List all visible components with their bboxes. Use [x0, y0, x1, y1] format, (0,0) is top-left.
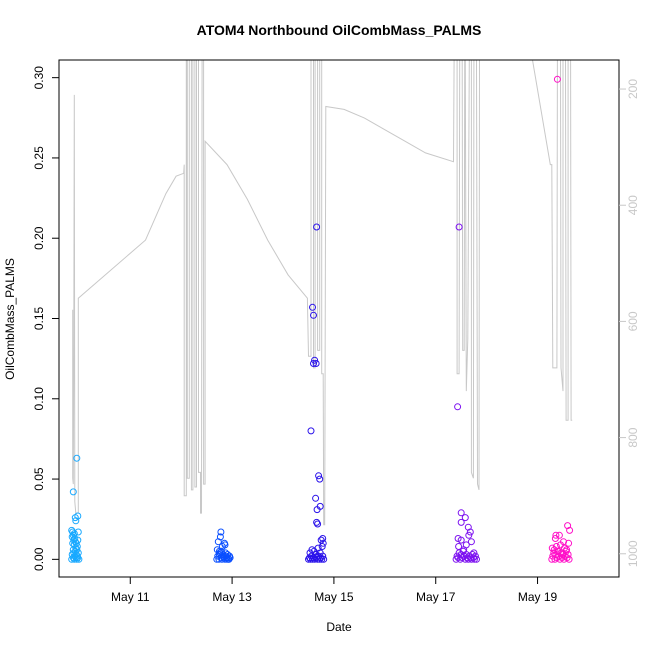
data-point: [225, 555, 232, 563]
data-point: [312, 551, 320, 558]
data-point: [465, 531, 473, 539]
data-point: [74, 512, 82, 520]
data-point: [310, 311, 317, 319]
data-point: [75, 555, 83, 563]
data-point: [319, 535, 327, 542]
data-point: [550, 549, 558, 557]
data-point: [310, 360, 317, 367]
data-point: [548, 544, 556, 552]
data-point: [313, 518, 321, 526]
data-point: [462, 541, 470, 549]
data-point: [455, 543, 463, 550]
chart-title: ATOM4 Northbound OilCombMass_PALMS: [197, 22, 482, 38]
data-point: [316, 475, 324, 483]
data-point: [73, 555, 81, 563]
data-point: [74, 528, 82, 536]
x-tick-label: May 11: [111, 590, 150, 604]
series-flight-3: [305, 223, 328, 563]
data-point: [217, 528, 225, 536]
data-point: [556, 555, 564, 563]
data-point: [318, 555, 326, 563]
secondary-trace-line: [72, 60, 573, 526]
y-tick-label: 0.05: [32, 467, 46, 491]
series-flight-1: [68, 454, 83, 563]
data-point: [312, 360, 320, 367]
data-point: [312, 494, 320, 502]
data-point: [473, 555, 480, 563]
data-point: [566, 526, 574, 534]
data-point: [554, 547, 562, 555]
data-point: [466, 528, 474, 536]
data-point: [461, 514, 469, 522]
data-point: [553, 75, 561, 83]
x-tick-label: May 19: [518, 590, 558, 604]
series-flight-4: [452, 223, 480, 563]
points-layer: [68, 75, 574, 563]
data-point: [70, 530, 78, 538]
y-axis-label: OilCombMass_PALMS: [3, 258, 17, 380]
data-point: [73, 454, 81, 462]
y-tick-label: 0.00: [32, 547, 46, 571]
data-point: [561, 544, 568, 552]
data-point: [307, 427, 315, 435]
data-point: [216, 533, 224, 541]
series-flight-2: [213, 528, 234, 563]
data-point: [316, 502, 324, 510]
data-point: [467, 538, 475, 546]
y-tick-label: 0.10: [32, 387, 46, 411]
x-tick-label: May 17: [416, 590, 456, 604]
data-point: [315, 472, 323, 480]
secondary-line-layer: [72, 60, 573, 526]
data-point: [314, 520, 322, 528]
data-point: [565, 555, 573, 563]
data-point: [563, 546, 571, 554]
y2-tick-label: 600: [626, 311, 640, 331]
x-tick-label: May 13: [212, 590, 252, 604]
data-point: [555, 531, 563, 539]
data-point: [69, 488, 77, 496]
data-point: [457, 509, 465, 517]
data-point: [316, 549, 324, 557]
data-point: [313, 223, 321, 231]
y-tick-label: 0.20: [32, 226, 46, 250]
data-point: [552, 531, 560, 539]
data-point: [470, 549, 478, 557]
data-point: [455, 223, 463, 231]
x-tick-label: May 15: [314, 590, 354, 604]
axes-layer: May 11 May 13 May 15 May 17 May 19 0.00 0.05 0.…: [32, 59, 640, 604]
y2-tick-label: 200: [626, 79, 640, 99]
data-point: [320, 555, 328, 563]
data-point: [215, 547, 223, 555]
y-tick-label: 0.30: [32, 66, 46, 90]
y-tick-label: 0.15: [32, 306, 46, 330]
data-point: [317, 536, 325, 544]
y2-tick-label: 800: [626, 427, 640, 447]
x-axis-label: Date: [326, 620, 352, 634]
y2-tick-label: 1000: [626, 540, 640, 567]
data-point: [457, 518, 465, 526]
data-point: [69, 531, 77, 539]
data-point: [224, 551, 231, 558]
data-point: [74, 554, 82, 562]
y2-tick-label: 400: [626, 195, 640, 215]
data-point: [226, 552, 233, 560]
data-point: [471, 552, 479, 560]
data-point: [318, 543, 326, 550]
data-point: [221, 541, 229, 549]
data-point: [309, 303, 316, 311]
data-point: [309, 555, 316, 563]
data-point: [454, 403, 462, 411]
data-point: [560, 538, 567, 546]
y-tick-label: 0.25: [32, 146, 46, 170]
data-point: [563, 554, 571, 562]
series-flight-5: [548, 75, 574, 563]
data-point: [454, 535, 462, 542]
data-point: [311, 356, 319, 364]
data-point: [74, 536, 82, 544]
